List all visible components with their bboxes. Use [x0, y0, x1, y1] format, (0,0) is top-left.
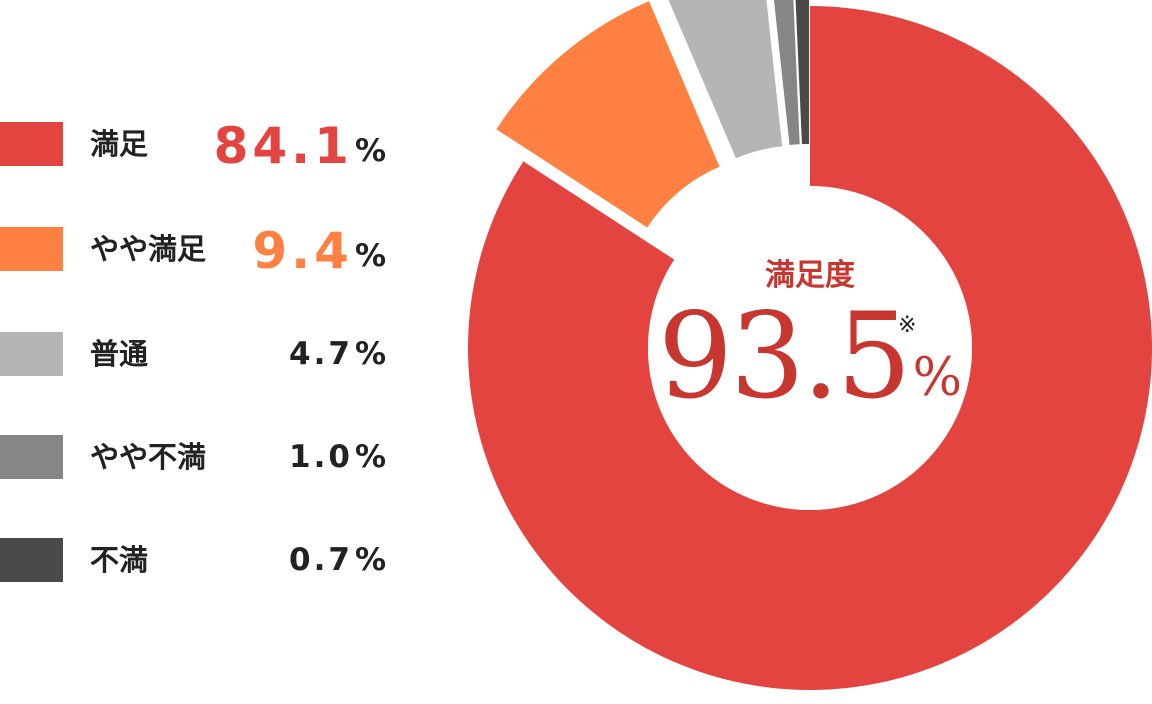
legend-item: やや満足 9.4% [0, 226, 400, 276]
legend-item: 満足 84.1% [0, 121, 400, 171]
legend-value-number: 1.0 [289, 439, 353, 475]
donut-slice-1 [468, 6, 1152, 690]
legend-value-number: 0.7 [289, 542, 353, 578]
legend-item: やや不満 1.0% [0, 435, 400, 479]
legend-value-number: 9.4 [252, 222, 353, 280]
legend-value-unit: % [354, 542, 386, 578]
legend-value-number: 84.1 [213, 117, 353, 175]
legend-value: 4.7% [289, 332, 386, 381]
center-value-block: 93.5% [650, 296, 970, 452]
legend-item: 不満 0.7% [0, 538, 400, 582]
legend-swatch [0, 227, 63, 271]
donut-slice-4 [773, 0, 800, 146]
legend-value-unit: % [354, 439, 386, 475]
center-note-mark: ※ [898, 313, 917, 338]
center-value: 93.5 [657, 287, 912, 425]
donut-slice-3 [668, 0, 783, 159]
legend-value-unit: % [354, 336, 386, 372]
legend-label: やや不満 [90, 440, 207, 474]
legend-value-number: 4.7 [289, 336, 353, 372]
legend-label: 満足 [90, 127, 149, 161]
legend-swatch [0, 538, 63, 582]
legend-item: 普通 4.7% [0, 332, 400, 376]
legend-value-unit: % [354, 238, 386, 274]
legend-swatch [0, 122, 63, 166]
legend-value: 0.7% [289, 538, 386, 587]
legend-swatch [0, 332, 63, 376]
legend-swatch [0, 435, 63, 479]
legend-label: 普通 [90, 337, 149, 371]
donut-slice-2 [496, 1, 720, 228]
legend-value: 9.4% [252, 226, 386, 283]
center-unit: % [912, 348, 963, 408]
legend-label: 不満 [90, 543, 149, 577]
legend-value: 84.1% [214, 121, 386, 178]
center-title: 満足度 [765, 258, 855, 293]
legend-value: 1.0% [289, 435, 386, 484]
legend-label: やや満足 [90, 232, 207, 266]
legend-value-unit: % [354, 133, 386, 169]
donut-slice-5 [795, 0, 810, 145]
donut-hole [648, 186, 972, 510]
